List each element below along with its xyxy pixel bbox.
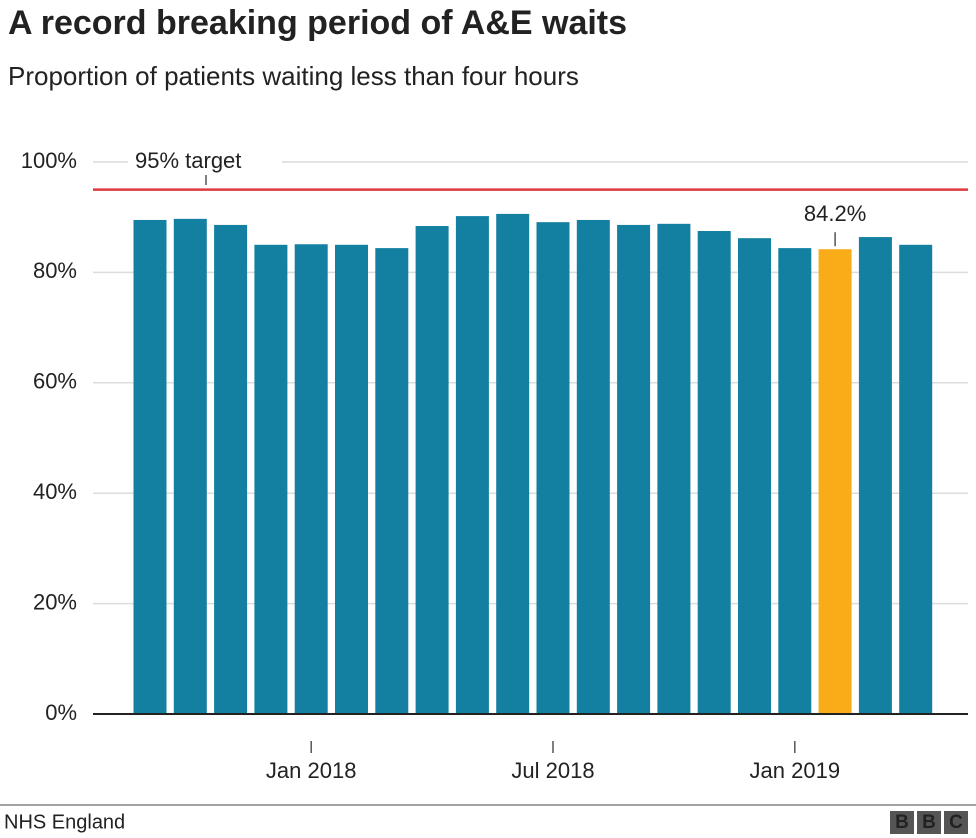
bar [375,248,409,714]
bar [657,223,691,714]
y-tick-label: 0% [45,700,77,725]
bar [335,244,368,715]
y-tick-label: 20% [33,589,77,614]
bar [173,218,207,714]
bar [899,244,933,715]
value-label: 84.2% [804,201,866,226]
logo-letter: B [895,812,909,833]
bar [818,249,852,714]
bar [455,216,489,714]
logo-letter: B [922,812,936,833]
bar [858,237,892,714]
x-tick-label: Jan 2018 [266,758,357,783]
bar [536,222,570,714]
target-label: 95% target [135,148,241,173]
bar [415,226,449,715]
bar [576,219,610,714]
source: NHS England [4,811,125,833]
y-tick-label: 40% [33,479,77,504]
logo-box [944,811,968,834]
logo-box [917,811,941,834]
bar [496,213,530,714]
bar [738,238,771,714]
bar [254,244,288,715]
chart-subtitle: Proportion of patients waiting less than… [8,61,579,91]
y-tick-label: 80% [33,258,77,283]
logo-letter: C [949,812,963,833]
logo-box [890,811,914,834]
y-tick-label: 60% [33,369,77,394]
bar [778,248,812,714]
bar [294,244,328,715]
y-tick-label: 100% [21,148,77,173]
bar [133,219,167,714]
bar [697,231,731,714]
x-tick-label: Jan 2019 [750,758,841,783]
target-label-bg [128,148,282,176]
bar [214,224,248,715]
x-tick-label: Jul 2018 [511,758,594,783]
bar [617,224,651,715]
chart-title: A record breaking period of A&E waits [8,4,627,42]
